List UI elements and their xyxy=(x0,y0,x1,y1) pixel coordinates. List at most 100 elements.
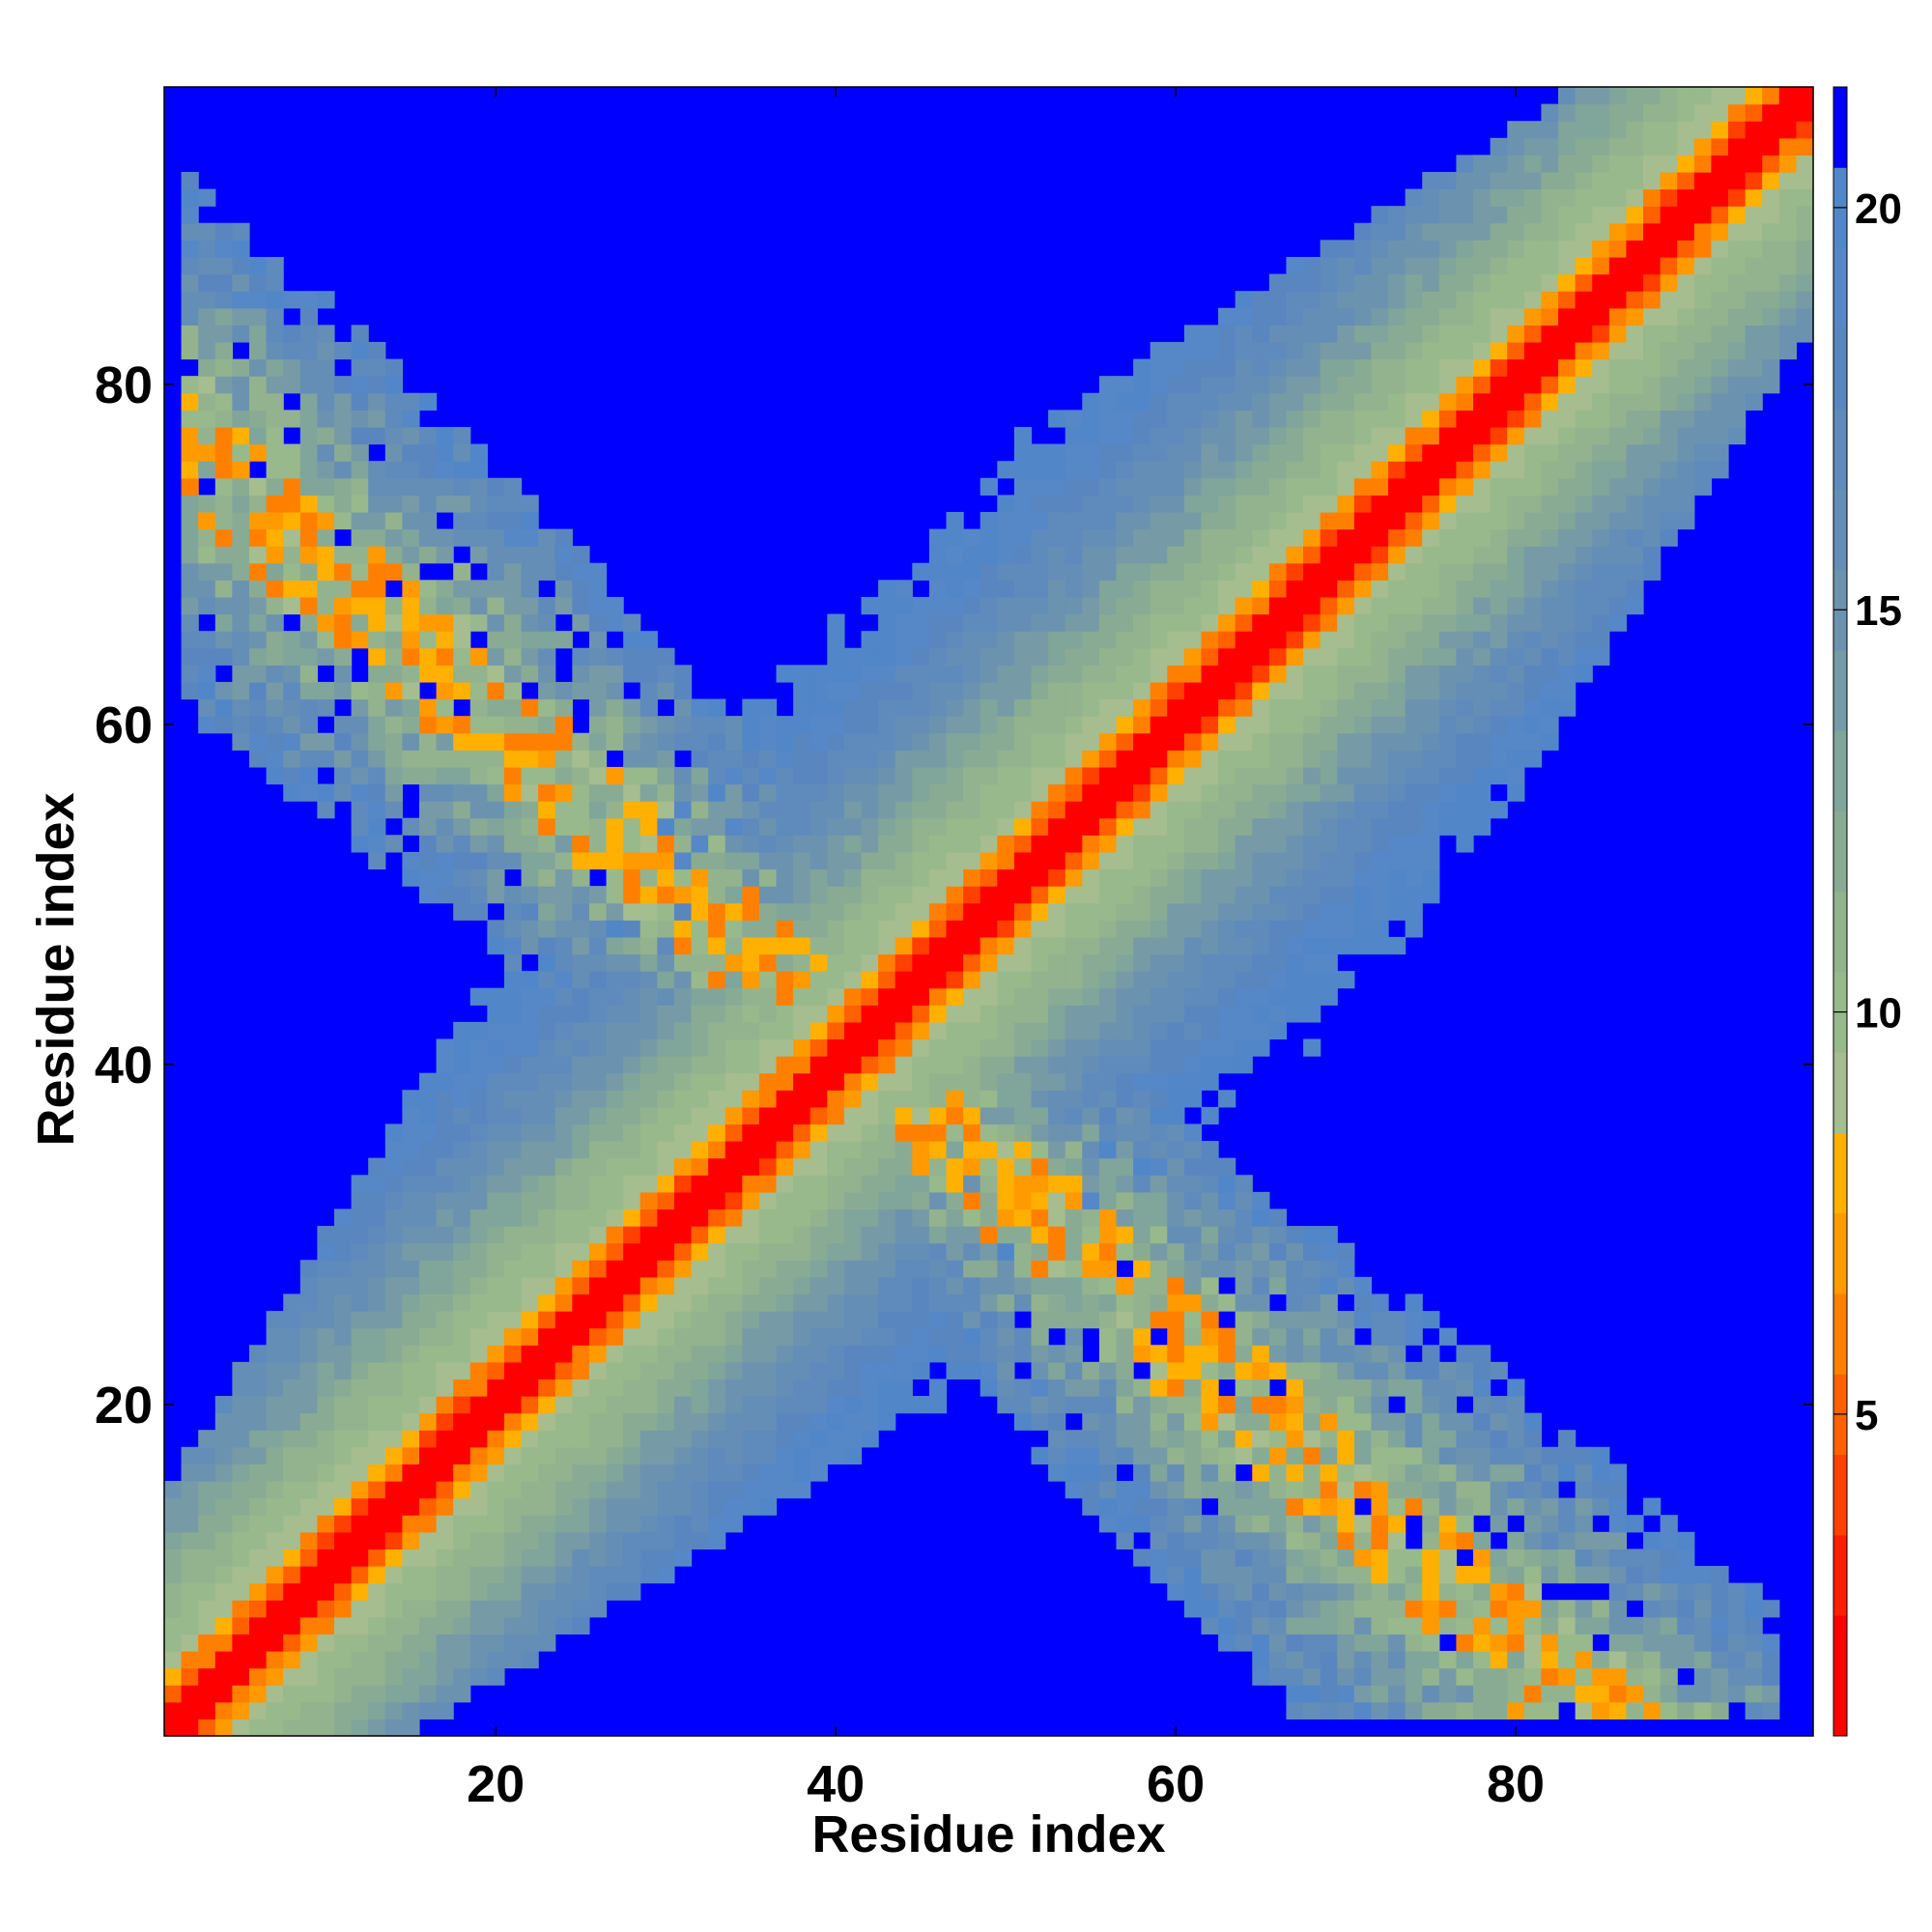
heatmap-cell xyxy=(198,443,216,462)
heatmap-cell xyxy=(912,1345,930,1363)
heatmap-cell xyxy=(487,1412,505,1431)
heatmap-cell xyxy=(232,1531,250,1550)
heatmap-cell xyxy=(810,801,828,819)
heatmap-cell xyxy=(521,1157,539,1176)
heatmap-cell xyxy=(1320,1566,1338,1584)
heatmap-cell xyxy=(1320,801,1338,819)
heatmap-cell xyxy=(997,732,1015,751)
heatmap-cell xyxy=(1098,971,1118,989)
heatmap-cell xyxy=(521,1463,539,1482)
heatmap-cell xyxy=(997,681,1015,700)
heatmap-cell xyxy=(554,1191,573,1210)
heatmap-cell xyxy=(1337,511,1355,530)
heatmap-cell xyxy=(1150,953,1168,972)
heatmap-cell xyxy=(1303,766,1321,785)
heatmap-cell xyxy=(928,1072,948,1091)
heatmap-cell xyxy=(588,1548,608,1567)
heatmap-cell xyxy=(402,1141,420,1159)
heatmap-cell xyxy=(588,835,608,853)
heatmap-cell xyxy=(639,1056,658,1074)
heatmap-cell xyxy=(248,1667,268,1686)
heatmap-cell xyxy=(521,1072,539,1091)
heatmap-cell xyxy=(1286,1600,1304,1618)
heatmap-cell xyxy=(793,1208,811,1227)
heatmap-cell xyxy=(1337,1412,1355,1431)
heatmap-cell xyxy=(418,1345,438,1363)
heatmap-cell xyxy=(657,1175,675,1193)
heatmap-cell xyxy=(1523,307,1543,326)
heatmap-cell xyxy=(623,987,641,1006)
heatmap-cell xyxy=(1183,1021,1203,1040)
heatmap-cell xyxy=(776,1293,794,1312)
heatmap-cell xyxy=(248,341,268,360)
heatmap-cell xyxy=(1422,392,1440,411)
heatmap-cell xyxy=(997,801,1015,819)
heatmap-cell xyxy=(1031,868,1049,887)
heatmap-cell xyxy=(1303,1311,1321,1329)
heatmap-cell xyxy=(317,1651,335,1669)
heatmap-cell xyxy=(248,1566,268,1584)
heatmap-cell xyxy=(1031,511,1049,530)
heatmap-cell xyxy=(657,1157,675,1176)
heatmap-cell xyxy=(248,291,268,309)
heatmap-cell xyxy=(1558,528,1577,547)
heatmap-cell xyxy=(1541,716,1559,734)
heatmap-cell xyxy=(368,1175,386,1193)
heatmap-cell xyxy=(912,1072,930,1091)
heatmap-cell xyxy=(572,1345,590,1363)
heatmap-cell xyxy=(1268,953,1288,972)
heatmap-cell xyxy=(1405,188,1423,207)
heatmap-cell xyxy=(1490,1396,1508,1414)
heatmap-cell xyxy=(384,546,403,564)
heatmap-cell xyxy=(1422,596,1440,615)
heatmap-cell xyxy=(1422,291,1440,309)
heatmap-cell xyxy=(1558,1566,1577,1584)
heatmap-cell xyxy=(1286,376,1304,394)
heatmap-cell xyxy=(946,1226,964,1244)
heatmap-cell xyxy=(1523,291,1543,309)
heatmap-cell xyxy=(1183,1260,1203,1278)
heatmap-cell xyxy=(1235,1175,1253,1193)
heatmap-cell xyxy=(657,783,675,802)
heatmap-cell xyxy=(266,631,284,649)
heatmap-cell xyxy=(283,1515,301,1533)
heatmap-cell xyxy=(572,868,590,887)
heatmap-cell xyxy=(758,716,778,734)
heatmap-cell xyxy=(317,1276,335,1295)
heatmap-cell xyxy=(1388,1481,1406,1499)
heatmap-cell xyxy=(521,1260,539,1278)
heatmap-cell xyxy=(1456,613,1474,632)
heatmap-cell xyxy=(691,971,709,989)
heatmap-cell xyxy=(521,1634,539,1652)
heatmap-cell xyxy=(588,1566,608,1584)
heatmap-cell xyxy=(1353,732,1373,751)
heatmap-cell xyxy=(810,1327,828,1346)
heatmap-cell xyxy=(1082,801,1100,819)
heatmap-cell xyxy=(1575,546,1593,564)
heatmap-cell xyxy=(572,596,590,615)
heatmap-cell xyxy=(1592,546,1610,564)
heatmap-cell xyxy=(912,1208,930,1227)
heatmap-cell xyxy=(198,307,216,326)
heatmap-cell xyxy=(1337,1497,1355,1516)
heatmap-cell xyxy=(1286,1651,1304,1669)
heatmap-cell xyxy=(1422,256,1440,275)
heatmap-cell xyxy=(1371,1361,1389,1380)
heatmap-cell xyxy=(554,902,573,921)
heatmap-cell xyxy=(861,1260,879,1278)
heatmap-cell xyxy=(1013,562,1033,581)
heatmap-cell xyxy=(1473,1361,1492,1380)
heatmap-cell xyxy=(1065,936,1083,955)
heatmap-cell xyxy=(1353,426,1373,445)
heatmap-cell xyxy=(742,732,760,751)
heatmap-cell xyxy=(1201,1345,1219,1363)
heatmap-cell xyxy=(1507,222,1525,241)
heatmap-cell xyxy=(1098,1311,1118,1329)
heatmap-cell xyxy=(1558,1531,1577,1550)
heatmap-cell xyxy=(1337,902,1355,921)
heatmap-cell xyxy=(351,596,369,615)
heatmap-cell xyxy=(1456,325,1474,343)
heatmap-cell xyxy=(691,1106,709,1125)
heatmap-cell xyxy=(623,750,641,768)
heatmap-cell xyxy=(317,1719,335,1737)
